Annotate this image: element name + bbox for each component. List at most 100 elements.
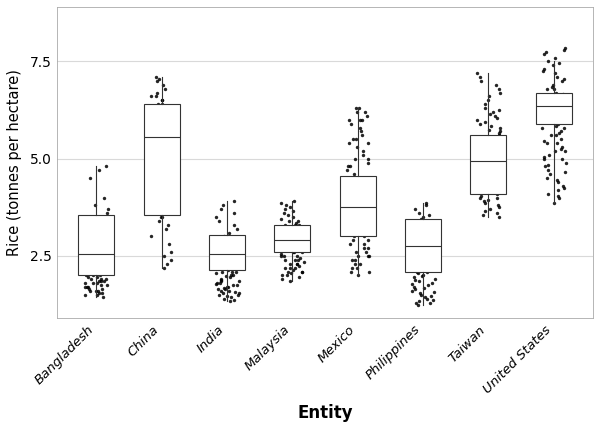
Point <box>218 202 228 209</box>
Point <box>226 293 236 300</box>
Point <box>411 299 421 306</box>
Point <box>290 221 300 228</box>
Point <box>343 167 352 174</box>
Point <box>83 221 93 228</box>
Point <box>294 221 304 228</box>
Point <box>91 202 100 209</box>
Point <box>287 225 297 232</box>
Bar <box>274 225 310 252</box>
Point <box>355 214 364 221</box>
Point <box>479 198 489 205</box>
Point <box>223 266 233 273</box>
Point <box>560 44 570 51</box>
Point <box>353 190 363 197</box>
Point <box>427 280 437 287</box>
Point <box>422 227 431 234</box>
Point <box>86 243 96 250</box>
Point <box>483 196 493 203</box>
Point <box>417 229 427 236</box>
Point <box>475 120 485 127</box>
Point <box>298 268 307 275</box>
Point <box>545 171 554 178</box>
Point <box>283 211 293 218</box>
Point <box>234 290 244 296</box>
Point <box>229 296 239 303</box>
Point <box>544 151 554 158</box>
Point <box>286 270 296 277</box>
Point <box>298 268 307 275</box>
Point <box>349 210 358 217</box>
Point <box>151 93 161 100</box>
Point <box>359 233 369 240</box>
Point <box>354 105 364 112</box>
Point <box>413 270 423 277</box>
Point <box>289 208 298 214</box>
Point <box>351 249 361 256</box>
Point <box>490 171 499 178</box>
Bar <box>340 176 376 236</box>
Point <box>419 245 428 251</box>
Point <box>220 286 230 293</box>
Point <box>419 249 428 256</box>
Point <box>163 186 173 193</box>
Point <box>217 237 226 244</box>
Point <box>97 278 106 285</box>
Point <box>347 257 357 263</box>
Point <box>82 258 92 265</box>
Point <box>538 68 548 75</box>
Point <box>560 148 569 154</box>
Point <box>476 148 486 154</box>
Point <box>86 276 96 283</box>
Point <box>420 258 430 265</box>
Point <box>277 251 286 257</box>
Point <box>286 278 295 285</box>
Point <box>480 101 490 108</box>
Point <box>149 151 158 158</box>
Point <box>227 253 236 260</box>
Point <box>277 276 287 283</box>
Point <box>146 93 155 100</box>
Point <box>99 251 109 257</box>
Point <box>350 260 360 267</box>
Point <box>147 175 157 181</box>
Point <box>103 206 113 213</box>
Point <box>279 253 289 260</box>
Point <box>161 112 170 119</box>
Point <box>346 225 356 232</box>
Point <box>92 253 102 260</box>
Point <box>363 155 373 162</box>
Point <box>224 249 234 256</box>
Point <box>363 175 373 181</box>
Point <box>279 210 289 217</box>
Point <box>288 249 298 256</box>
Point <box>290 227 300 234</box>
Bar <box>209 235 245 269</box>
Point <box>146 112 156 119</box>
Point <box>162 198 172 205</box>
Point <box>363 237 373 244</box>
Point <box>479 136 489 143</box>
Point <box>410 286 420 293</box>
Point <box>494 132 503 139</box>
Point <box>365 253 374 260</box>
Point <box>495 128 505 135</box>
Point <box>545 112 554 119</box>
Point <box>224 245 233 252</box>
Point <box>418 266 428 273</box>
Point <box>158 155 168 162</box>
Point <box>485 111 495 118</box>
Point <box>416 242 425 248</box>
Point <box>151 73 161 80</box>
Point <box>92 274 102 281</box>
Point <box>160 253 169 260</box>
Point <box>149 206 159 213</box>
Point <box>283 272 292 279</box>
Point <box>297 241 307 248</box>
Point <box>542 85 552 92</box>
Point <box>547 109 557 115</box>
Point <box>285 264 295 271</box>
Point <box>281 241 290 248</box>
Bar <box>143 104 179 215</box>
Point <box>356 116 365 123</box>
Point <box>216 243 226 250</box>
